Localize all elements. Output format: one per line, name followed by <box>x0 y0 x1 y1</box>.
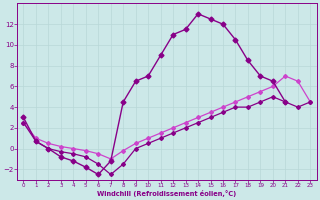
X-axis label: Windchill (Refroidissement éolien,°C): Windchill (Refroidissement éolien,°C) <box>97 190 236 197</box>
